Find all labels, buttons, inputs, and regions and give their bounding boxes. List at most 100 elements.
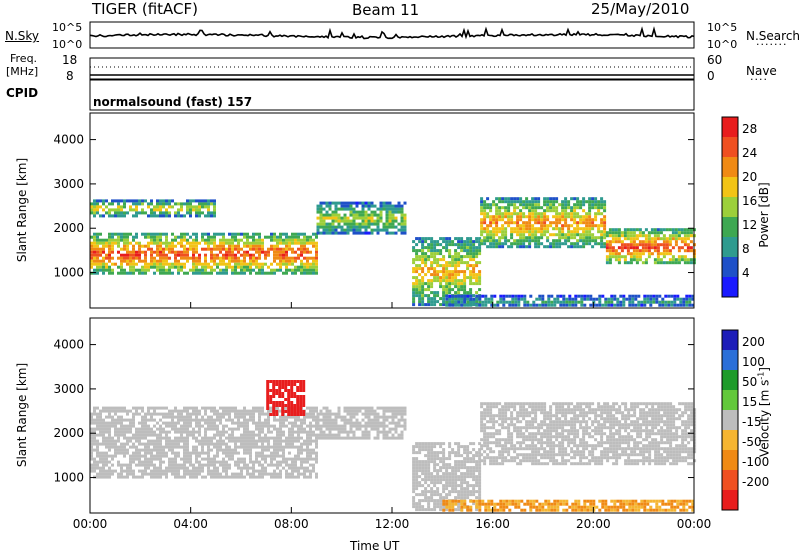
- heatmap-cell: [186, 451, 189, 455]
- heatmap-cell: [421, 249, 425, 253]
- heatmap-cell: [237, 475, 240, 479]
- heatmap-cell: [412, 285, 416, 289]
- heatmap-cell: [237, 256, 240, 260]
- heatmap-cell: [489, 236, 493, 240]
- heatmap-cell: [216, 460, 219, 464]
- heatmap-cell: [102, 265, 105, 269]
- heatmap-cell: [93, 244, 96, 248]
- heatmap-cell: [421, 288, 425, 292]
- heatmap-cell: [219, 406, 222, 410]
- heatmap-cell: [207, 271, 210, 275]
- heatmap-cell: [427, 243, 431, 247]
- heatmap-cell: [644, 249, 648, 253]
- heatmap-cell: [117, 445, 120, 449]
- heatmap-cell: [448, 451, 452, 455]
- heatmap-cell: [141, 427, 144, 431]
- heatmap-cell: [433, 258, 437, 262]
- heatmap-cell: [309, 238, 312, 242]
- heatmap-cell: [96, 454, 99, 458]
- heatmap-cell: [537, 230, 541, 234]
- heatmap-cell: [483, 236, 487, 240]
- heatmap-cell: [276, 253, 279, 257]
- heatmap-cell: [433, 478, 437, 482]
- heatmap-cell: [279, 460, 282, 464]
- heatmap-cell: [403, 427, 407, 431]
- heatmap-cell: [123, 205, 126, 209]
- heatmap-cell: [504, 426, 508, 430]
- heatmap-cell: [478, 273, 482, 277]
- heatmap-cell: [237, 436, 240, 440]
- heatmap-cell: [483, 242, 487, 246]
- heatmap-cell: [129, 469, 132, 473]
- heatmap-cell: [319, 424, 323, 428]
- heatmap-cell: [186, 253, 189, 257]
- heatmap-cell: [489, 447, 493, 451]
- heatmap-cell: [183, 253, 186, 257]
- heatmap-cell: [156, 244, 159, 248]
- heatmap-cell: [306, 412, 309, 416]
- heatmap-cell: [231, 265, 234, 269]
- heatmap-cell: [99, 205, 102, 209]
- heatmap-cell: [439, 445, 443, 449]
- heatmap-cell: [622, 297, 626, 301]
- heatmap-cell: [141, 232, 144, 236]
- heatmap-cell: [114, 442, 117, 446]
- heatmap-cell: [195, 268, 198, 272]
- heatmap-cell: [90, 262, 93, 266]
- heatmap-cell: [531, 236, 535, 240]
- heatmap-cell: [171, 244, 174, 248]
- heatmap-cell: [126, 232, 129, 236]
- heatmap-cell: [192, 427, 195, 431]
- heatmap-cell: [544, 303, 548, 307]
- heatmap-cell: [240, 472, 243, 476]
- heatmap-cell: [614, 258, 618, 262]
- heatmap-cell: [246, 430, 249, 434]
- heatmap-cell: [303, 442, 306, 446]
- heatmap-cell: [159, 256, 162, 260]
- heatmap-cell: [96, 253, 99, 257]
- heatmap-cell: [108, 469, 111, 473]
- heatmap-cell: [484, 297, 488, 301]
- heatmap-cell: [445, 496, 449, 500]
- heatmap-cell: [108, 271, 111, 275]
- heatmap-cell: [576, 233, 580, 237]
- heatmap-cell: [150, 202, 153, 206]
- heatmap-cell: [427, 508, 431, 512]
- heatmap-cell: [632, 258, 636, 262]
- heatmap-cell: [117, 244, 120, 248]
- heatmap-cell: [622, 294, 626, 298]
- heatmap-cell: [147, 205, 150, 209]
- heatmap-cell: [231, 430, 234, 434]
- heatmap-cell: [445, 297, 449, 301]
- heatmap-cell: [504, 402, 508, 406]
- heatmap-cell: [228, 457, 231, 461]
- heatmap-cell: [171, 271, 174, 275]
- heatmap-cell: [315, 265, 318, 269]
- heatmap-cell: [472, 276, 476, 280]
- heatmap-cell: [498, 408, 502, 412]
- heatmap-cell: [496, 303, 500, 307]
- heatmap-cell: [240, 436, 243, 440]
- heatmap-cell: [492, 236, 496, 240]
- heatmap-cell: [361, 406, 365, 410]
- heatmap-cell: [294, 469, 297, 473]
- heatmap-cell: [504, 408, 508, 412]
- heatmap-cell: [165, 406, 168, 410]
- heatmap-cell: [111, 424, 114, 428]
- heatmap-cell: [126, 442, 129, 446]
- heatmap-cell: [322, 228, 326, 232]
- heatmap-cell: [102, 262, 105, 266]
- heatmap-cell: [448, 237, 452, 241]
- heatmap-cell: [585, 227, 589, 231]
- heatmap-cell: [492, 242, 496, 246]
- heatmap-cell: [501, 444, 505, 448]
- heatmap-cell: [492, 420, 496, 424]
- heatmap-cell: [412, 505, 416, 509]
- heatmap-cell: [531, 200, 535, 204]
- heatmap-cell: [315, 259, 318, 263]
- heatmap-cell: [93, 442, 96, 446]
- heatmap-cell: [129, 256, 132, 260]
- heatmap-cell: [279, 442, 282, 446]
- heatmap-cell: [273, 475, 276, 479]
- heatmap-cell: [510, 230, 514, 234]
